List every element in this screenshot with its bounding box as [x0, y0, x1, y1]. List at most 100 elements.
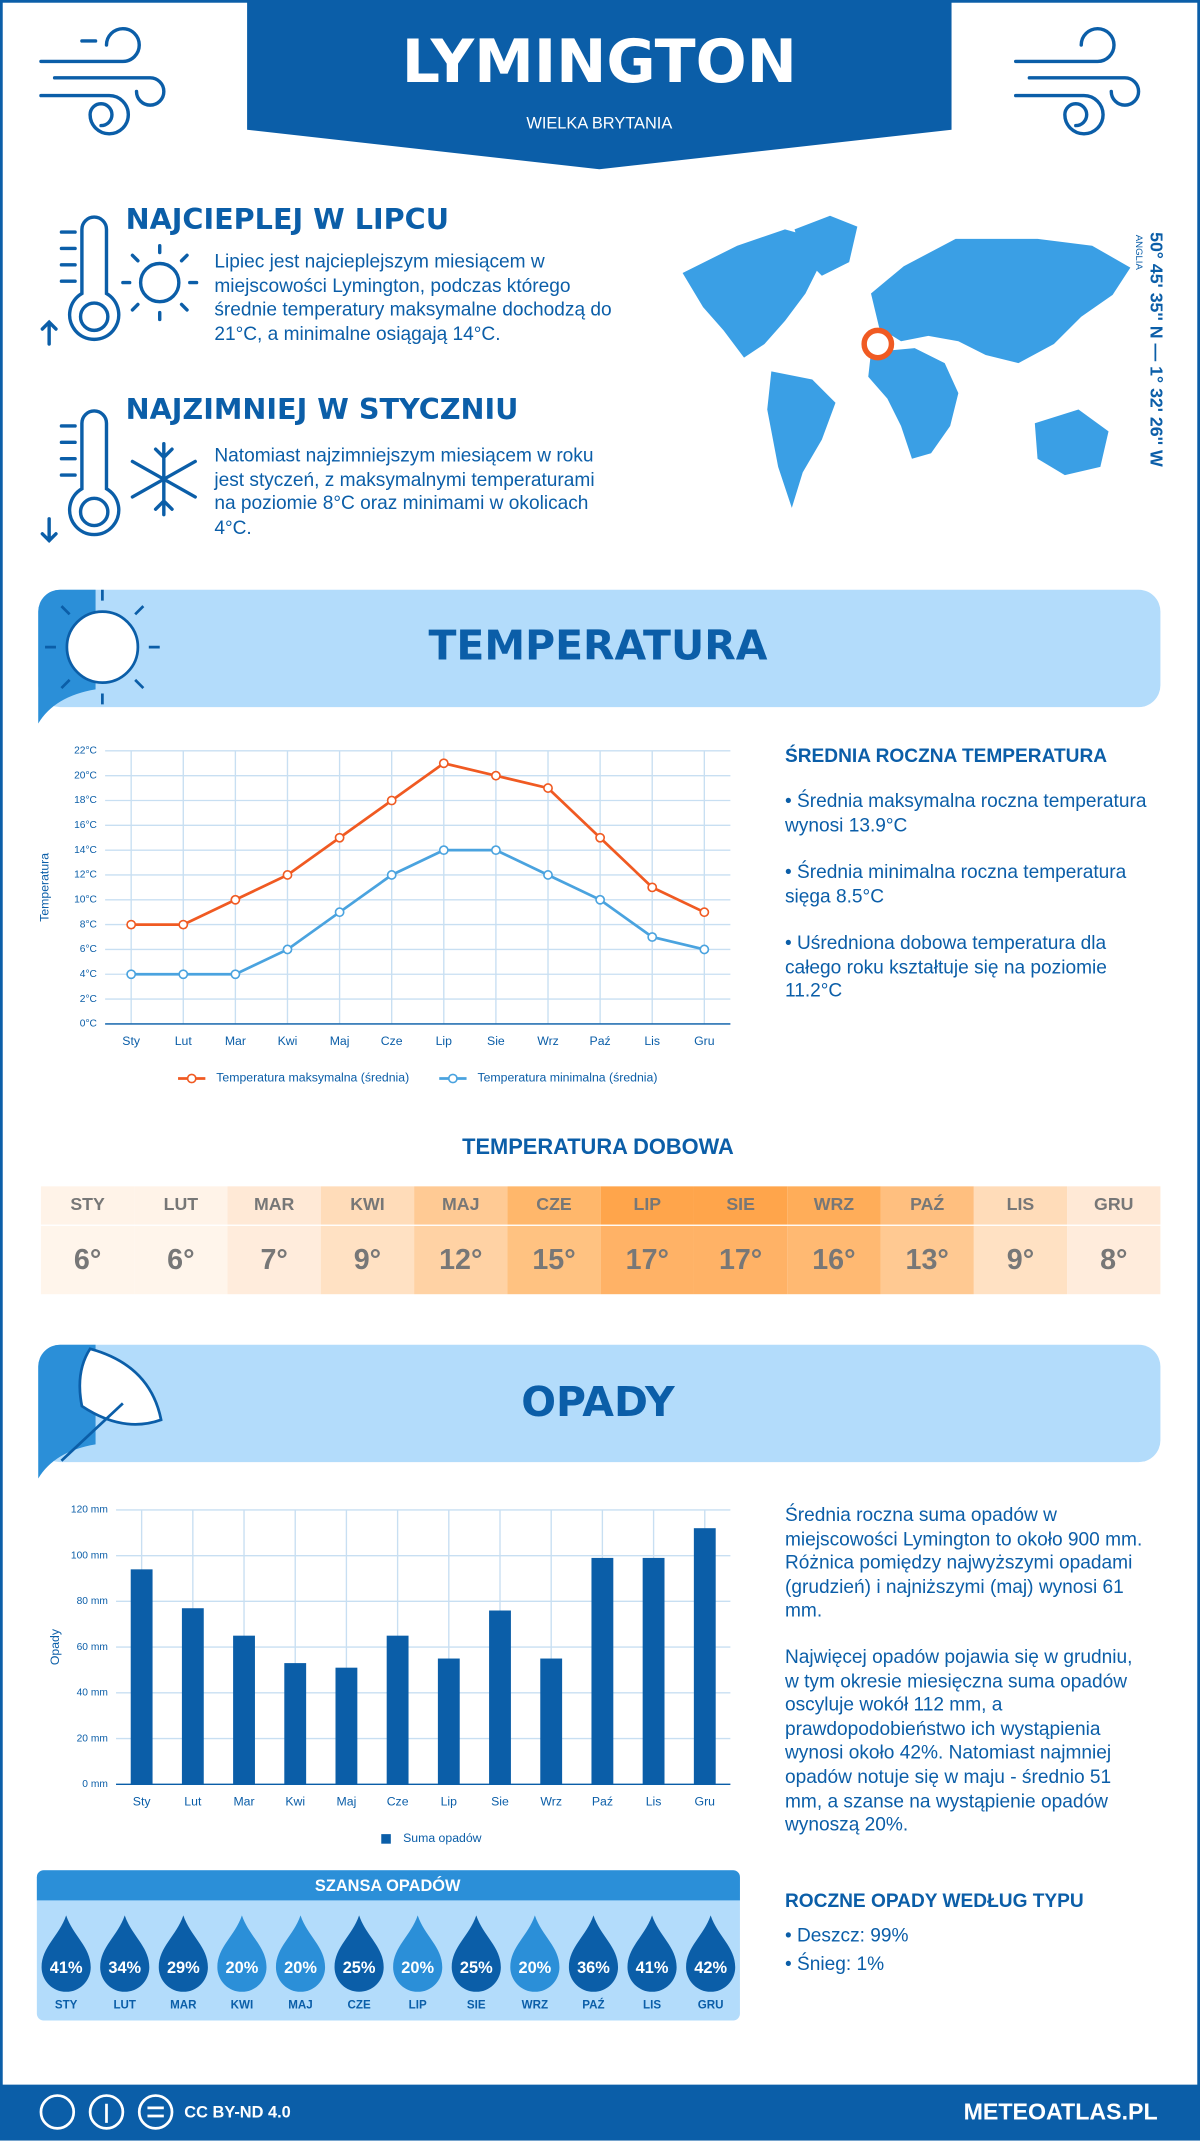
drop [217, 1915, 267, 1992]
point [543, 870, 553, 880]
drop-month: PAŹ [582, 1999, 604, 2012]
world-map [682, 215, 1131, 508]
title: LYMINGTON [402, 27, 797, 97]
point [334, 832, 345, 843]
point [438, 845, 449, 856]
drop [451, 1915, 501, 1992]
y-tick-label: 12°C [74, 870, 97, 881]
x-tick-label: Sie [491, 1794, 509, 1808]
y-tick-label: 80 mm [77, 1596, 108, 1607]
point [386, 870, 397, 880]
table-header-cell [600, 1186, 694, 1225]
point [282, 870, 293, 880]
drop [334, 1915, 384, 1992]
point [595, 832, 606, 843]
table-value-cell [600, 1225, 694, 1295]
drop-label: 41% [636, 1959, 669, 1977]
table-value-cell [40, 1225, 135, 1295]
region: ANGLIA [1133, 235, 1144, 271]
x-tick-label: Cze [387, 1794, 409, 1808]
x-tick-label: Mar [233, 1794, 254, 1808]
type-title: ROCZNE OPADY WEDŁUG TYPU [784, 1889, 1084, 1912]
drop-label: 34% [108, 1959, 141, 1977]
table-header-cell [134, 1186, 228, 1225]
bar [335, 1667, 358, 1785]
section-banner [38, 589, 1161, 708]
table-month: CZE [536, 1194, 572, 1214]
drop-month: CZE [348, 1999, 371, 2012]
table-value-cell [414, 1225, 508, 1295]
table-value-cell [507, 1225, 601, 1295]
table-value: 7° [260, 1244, 287, 1276]
legend-label: Temperatura minimalna (średnia) [477, 1071, 657, 1085]
y-tick-label: 100 mm [71, 1550, 108, 1561]
drop-label: 25% [460, 1959, 493, 1977]
summary-title: ŚREDNIA ROCZNA TEMPERATURA [784, 744, 1108, 766]
table-month: LUT [164, 1194, 199, 1214]
drop-month: SIE [467, 1999, 486, 2012]
table-value-cell [973, 1225, 1068, 1295]
drop-label: 42% [694, 1959, 727, 1977]
table-value: 6° [167, 1244, 194, 1276]
drop [627, 1915, 677, 1992]
summary-item: • Uśredniona dobowa temperatura dla całe… [784, 931, 1107, 1001]
x-tick-label: Paź [590, 1034, 611, 1048]
site: METEOATLAS.PL [964, 2098, 1158, 2124]
table-value-cell [693, 1225, 788, 1295]
drop [275, 1915, 326, 1992]
table-value: 9° [354, 1244, 381, 1276]
table-header-cell [973, 1186, 1068, 1225]
drop-label: 29% [167, 1959, 200, 1977]
point [647, 932, 658, 942]
table-value-cell [320, 1225, 415, 1295]
table-month: LIS [1007, 1194, 1035, 1214]
point [438, 758, 449, 769]
table-value: 16° [812, 1244, 855, 1276]
point [490, 845, 501, 856]
drop-month: STY [55, 1999, 78, 2012]
point [126, 969, 137, 980]
summary-item: • Średnia minimalna roczna temperatura s… [784, 860, 1127, 906]
drop-month: LIP [409, 1999, 427, 2012]
table-value: 9° [1007, 1244, 1034, 1276]
footer [0, 2084, 1200, 2141]
x-tick-label: Lut [184, 1794, 202, 1808]
bar [284, 1663, 307, 1785]
drop [393, 1915, 443, 1992]
line [131, 848, 705, 976]
y-tick-label: 120 mm [71, 1505, 108, 1516]
precip-text: Najwięcej opadów pojawia się w grudniu, … [784, 1645, 1133, 1836]
y-tick-label: 18°C [74, 795, 97, 806]
drop-month: GRU [698, 1999, 724, 2012]
table-value-cell [880, 1225, 974, 1295]
drop-month: MAR [170, 1999, 197, 2012]
umbrella-icon [60, 1347, 163, 1462]
drop [158, 1915, 208, 1992]
section-banner [38, 1344, 1161, 1463]
drop-month: LUT [113, 1999, 136, 2012]
y-axis-label: Opady [48, 1628, 62, 1665]
section-title: OPADY [521, 1378, 676, 1426]
y-tick-label: 10°C [74, 894, 97, 905]
table-month: MAJ [442, 1194, 479, 1214]
table-value: 15° [532, 1244, 575, 1276]
y-tick-label: 22°C [74, 746, 97, 757]
drop [41, 1915, 91, 1992]
license: CC BY-ND 4.0 [184, 2104, 290, 2122]
table-header-cell [40, 1186, 135, 1225]
x-tick-label: Kwi [278, 1034, 298, 1048]
y-tick-label: 4°C [80, 969, 97, 980]
table-month: STY [70, 1194, 105, 1214]
drop-label: 25% [343, 1959, 376, 1977]
table-value: 13° [906, 1244, 949, 1276]
table-month: LIP [634, 1194, 662, 1214]
point [230, 969, 241, 980]
table-month: PAŹ [910, 1193, 944, 1214]
x-tick-label: Mar [225, 1034, 246, 1048]
x-tick-label: Sty [133, 1794, 152, 1808]
bar [540, 1658, 563, 1785]
x-tick-label: Cze [381, 1034, 403, 1048]
